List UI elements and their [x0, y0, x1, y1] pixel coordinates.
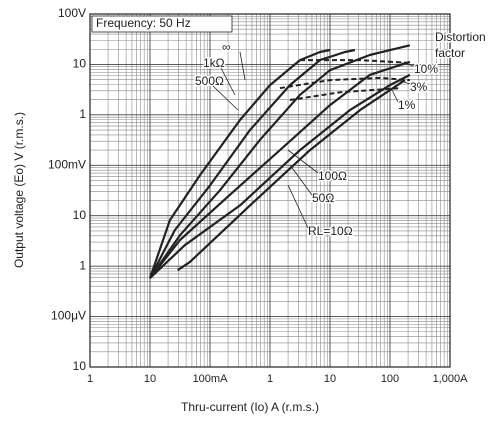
x-tick-label: 100mA [193, 373, 229, 385]
y-tick-label: 10 [73, 57, 87, 71]
leader-line [239, 51, 246, 81]
leader-line [287, 149, 319, 174]
series-label: 1kΩ [203, 56, 225, 70]
y-tick-label: 1 [79, 258, 86, 272]
leader-line [397, 79, 411, 85]
leader-line [287, 184, 309, 229]
series-label: 3% [410, 80, 428, 94]
series-label: 10% [414, 62, 438, 76]
y-tick-label: 1 [79, 107, 86, 121]
series-label: ∞ [222, 40, 231, 54]
y-tick-label: 10 [73, 359, 87, 373]
annotation: Frequency: 50 Hz [96, 16, 191, 30]
leader-line [289, 164, 313, 196]
series-line [149, 60, 411, 279]
x-tick-label: 10 [144, 373, 156, 385]
y-tick-label: 10 [73, 208, 87, 222]
series-label: 1% [398, 98, 416, 112]
series-line [289, 87, 401, 101]
x-axis-label: Thru-current (Io) A (r.m.s.) [181, 400, 319, 414]
series-line [149, 44, 411, 279]
y-tick-label: 100V [58, 6, 86, 20]
x-tick-label: 100 [381, 373, 399, 385]
plot-frame [89, 13, 451, 368]
series-line [279, 76, 410, 90]
leader-line [391, 89, 399, 103]
x-tick-label: 1,000A [433, 373, 469, 385]
series-line [149, 73, 411, 279]
leader-line [220, 67, 236, 96]
x-tick-label: 1 [267, 373, 273, 385]
x-tick-label: 10 [324, 373, 336, 385]
series-line [149, 48, 356, 279]
series-label: 50Ω [312, 191, 334, 205]
y-tick-label: 100μV [51, 309, 86, 323]
series-label: 500Ω [195, 74, 224, 88]
distortion-label: Distortion [435, 30, 486, 44]
leader-line [397, 61, 415, 67]
series-label: RL=10Ω [308, 224, 353, 238]
series-line [177, 79, 406, 272]
x-tick-label: 1 [87, 373, 93, 385]
leader-line [212, 85, 239, 111]
distortion-label: factor [435, 46, 465, 60]
y-axis-label: Output voltage (Eo) V (r.m.s.) [12, 112, 26, 268]
y-tick-label: 100mV [48, 157, 86, 171]
series-line [300, 59, 410, 64]
series-line [148, 48, 331, 279]
annotation-box [91, 15, 233, 33]
series-label: 100Ω [318, 169, 347, 183]
